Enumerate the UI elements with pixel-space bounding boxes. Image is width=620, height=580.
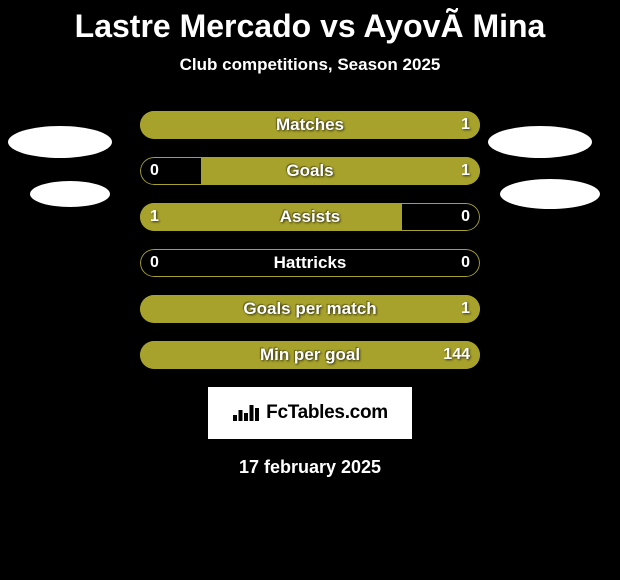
brand-text: FcTables.com (266, 402, 388, 424)
stat-label: Goals (286, 161, 333, 181)
stat-row: Min per goal 144 (140, 341, 480, 369)
brand-bars-icon (232, 403, 260, 423)
stat-value-right: 1 (461, 116, 470, 134)
avatar-ellipse (500, 179, 600, 209)
comparison-chart: Matches1Goals01Assists10Hattricks00Goals… (0, 111, 620, 478)
avatar-ellipse (8, 126, 112, 158)
stat-label: Matches (276, 115, 344, 135)
stat-value-left: 0 (150, 254, 159, 272)
stat-value-right: 1 (461, 162, 470, 180)
stat-value-right: 144 (443, 346, 470, 364)
stat-label: Goals per match (243, 299, 376, 319)
bar-left (140, 203, 402, 231)
stat-label: Hattricks (274, 253, 347, 273)
stat-value-left: 1 (150, 208, 159, 226)
avatar-ellipse (30, 181, 110, 207)
stat-row: Matches 1 (140, 111, 480, 139)
stat-value-right: 1 (461, 300, 470, 318)
stat-row: Goals per match 1 (140, 295, 480, 323)
stat-label: Assists (280, 207, 340, 227)
stat-value-left: 0 (150, 162, 159, 180)
stat-label: Min per goal (260, 345, 360, 365)
stat-value-right: 0 (461, 208, 470, 226)
page-title: Lastre Mercado vs AyovÃ Mina (0, 0, 620, 45)
brand-badge: FcTables.com (208, 387, 412, 439)
stat-row: Hattricks 0 0 (140, 249, 480, 277)
bar-right (201, 157, 480, 185)
subtitle: Club competitions, Season 2025 (0, 55, 620, 75)
stat-value-right: 0 (461, 254, 470, 272)
stat-row: Assists 1 0 (140, 203, 480, 231)
date-label: 17 february 2025 (0, 457, 620, 478)
avatar-ellipse (488, 126, 592, 158)
stat-row: Goals 0 1 (140, 157, 480, 185)
